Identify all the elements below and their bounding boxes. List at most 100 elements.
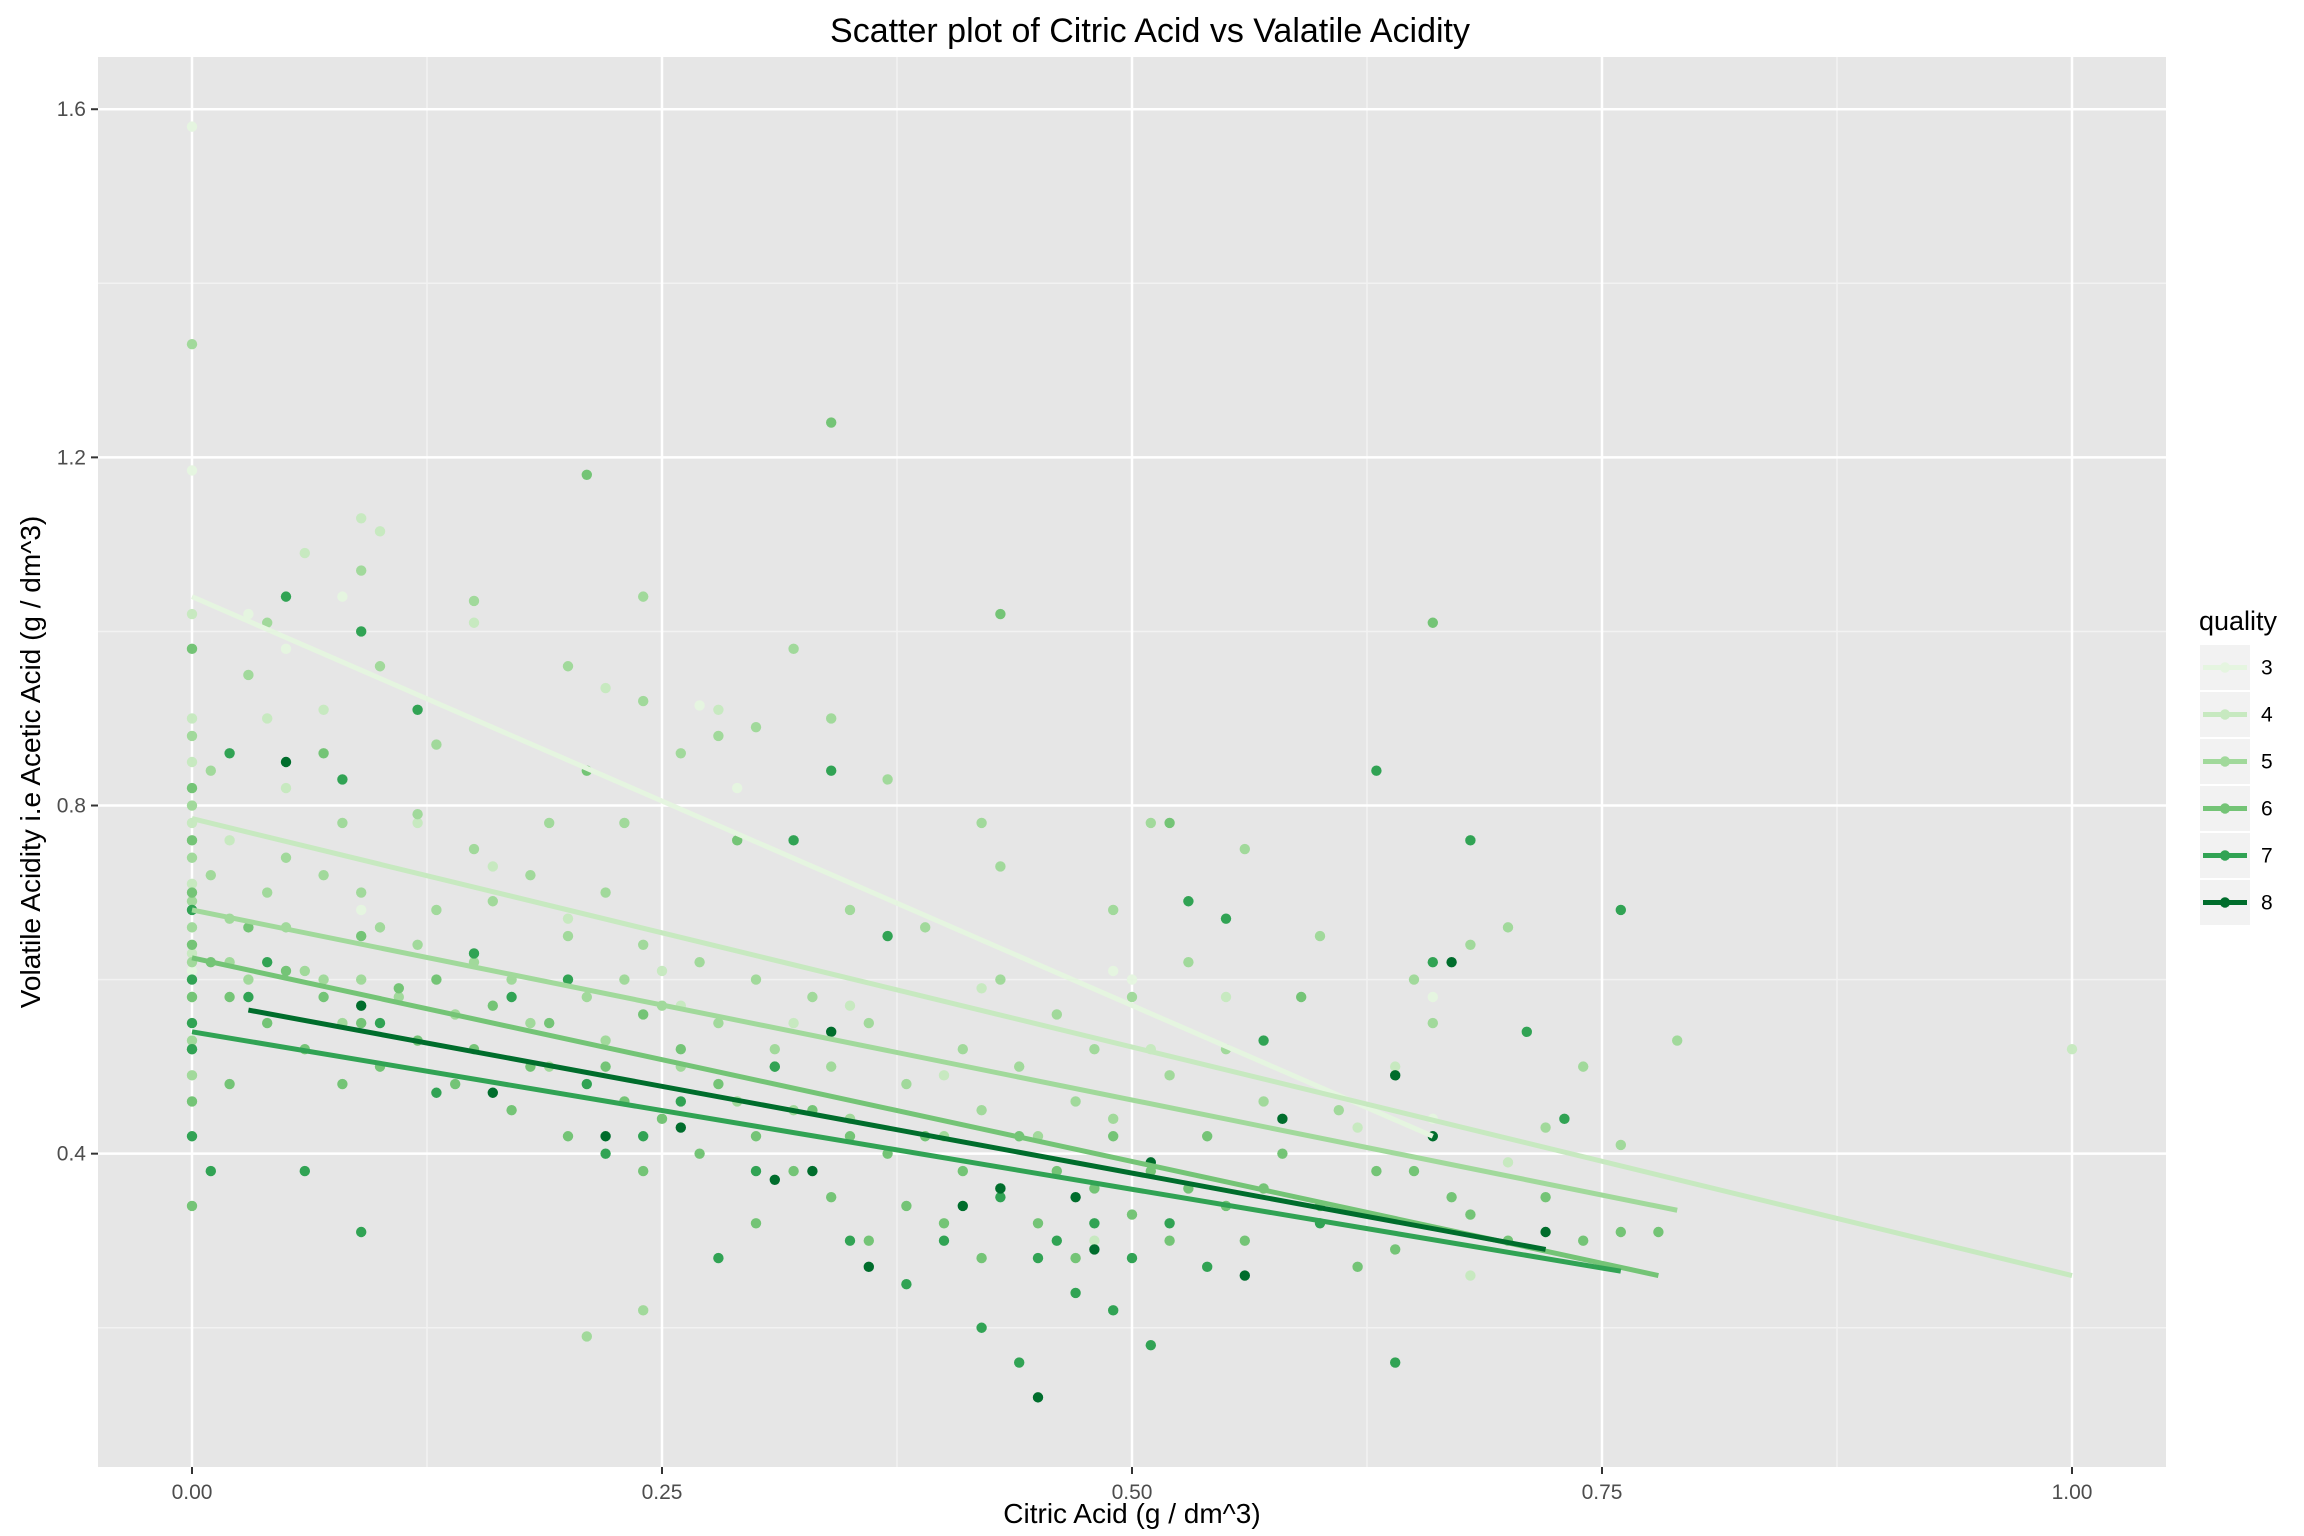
trend-line <box>247 1007 1547 1252</box>
x-axis-label: Citric Acid (g / dm^3) <box>1003 1498 1260 1529</box>
data-point <box>1465 1270 1476 1281</box>
data-point <box>431 1087 442 1098</box>
data-point <box>1540 1191 1551 1203</box>
data-point <box>186 1035 198 1046</box>
data-point <box>393 983 404 994</box>
x-tick-label: 0.50 <box>1112 1481 1153 1504</box>
data-point <box>1070 1191 1081 1203</box>
data-point <box>957 1200 968 1212</box>
legend-label: 5 <box>2261 751 2273 774</box>
data-point <box>224 991 235 1003</box>
data-point <box>995 1183 1006 1194</box>
y-axis-ticks: 0.4 0.8 1.2 1.6 <box>57 98 98 1166</box>
data-point <box>1126 1209 1138 1220</box>
trend-line <box>191 1029 1622 1274</box>
data-point <box>600 1148 611 1159</box>
data-point <box>1390 1357 1401 1368</box>
data-point <box>844 1235 856 1246</box>
data-point <box>186 800 198 811</box>
data-point <box>468 948 480 959</box>
data-point <box>186 922 198 933</box>
data-point <box>675 1122 686 1133</box>
legend-key-point <box>2219 709 2231 720</box>
data-point <box>356 1226 367 1238</box>
data-point <box>205 1165 216 1177</box>
data-point <box>938 1218 950 1229</box>
data-point <box>638 1165 649 1177</box>
data-point <box>243 974 254 985</box>
data-point <box>544 817 555 829</box>
data-point <box>1070 1096 1081 1107</box>
data-point <box>769 1044 780 1055</box>
data-point <box>1615 904 1627 916</box>
data-point <box>1089 1235 1100 1246</box>
data-point <box>1239 1235 1251 1246</box>
data-point <box>1051 1009 1063 1020</box>
trend-line <box>191 816 2073 1278</box>
data-point <box>1465 939 1476 950</box>
data-point <box>732 835 743 846</box>
data-point <box>788 643 799 655</box>
data-point <box>487 1000 498 1011</box>
data-point <box>186 896 198 907</box>
data-point <box>186 465 198 476</box>
data-point <box>186 339 198 350</box>
data-point <box>468 843 480 855</box>
data-point <box>1502 922 1514 933</box>
data-point <box>600 1061 611 1072</box>
data-point <box>732 782 743 794</box>
data-point <box>901 1279 912 1290</box>
data-point <box>1164 1235 1175 1246</box>
data-point <box>356 565 367 576</box>
legend-item: 4 <box>2198 690 2273 739</box>
data-point <box>280 965 292 977</box>
data-point <box>205 869 216 881</box>
data-point <box>1521 1026 1533 1038</box>
data-point <box>619 817 630 829</box>
data-point <box>1371 765 1382 776</box>
data-point <box>807 991 818 1003</box>
data-point <box>901 1078 912 1090</box>
data-point <box>844 904 856 916</box>
data-point <box>1164 1218 1175 1229</box>
data-point <box>337 774 348 785</box>
data-point <box>506 1104 517 1116</box>
data-point <box>1446 1191 1457 1203</box>
legend-key-point <box>2219 803 2231 814</box>
legend-item: 6 <box>2198 784 2273 833</box>
data-point <box>1314 930 1326 942</box>
data-point <box>506 991 517 1003</box>
legend-item: 3 <box>2198 643 2273 692</box>
data-point <box>826 765 837 776</box>
data-point <box>186 1017 198 1029</box>
x-tick-label: 1.00 <box>2052 1481 2093 1504</box>
data-point <box>826 417 837 428</box>
x-tick-label: 0.25 <box>642 1481 683 1504</box>
trend-line <box>191 594 1434 1139</box>
y-tick-label: 0.8 <box>57 795 86 818</box>
data-point <box>1578 1061 1589 1072</box>
legend-key-point <box>2219 756 2231 767</box>
data-point <box>826 713 837 724</box>
data-point <box>600 887 611 898</box>
data-point <box>1032 1392 1044 1403</box>
data-point <box>995 608 1006 620</box>
data-point <box>600 1131 611 1142</box>
data-point <box>826 1061 837 1072</box>
data-point <box>1089 1044 1100 1055</box>
data-point <box>525 1017 536 1029</box>
legend-key-point <box>2219 662 2231 673</box>
legend-item: 8 <box>2198 878 2273 927</box>
data-point <box>1540 1226 1551 1238</box>
data-point <box>1126 1252 1138 1264</box>
data-point <box>562 1131 574 1142</box>
data-point <box>1070 1252 1081 1264</box>
data-point <box>186 835 198 846</box>
data-point <box>957 1044 968 1055</box>
data-point <box>638 1305 649 1316</box>
data-point <box>1465 1209 1476 1220</box>
data-point <box>750 1165 762 1177</box>
data-point <box>1108 1305 1119 1316</box>
data-point <box>1108 965 1119 977</box>
data-point <box>243 922 254 933</box>
